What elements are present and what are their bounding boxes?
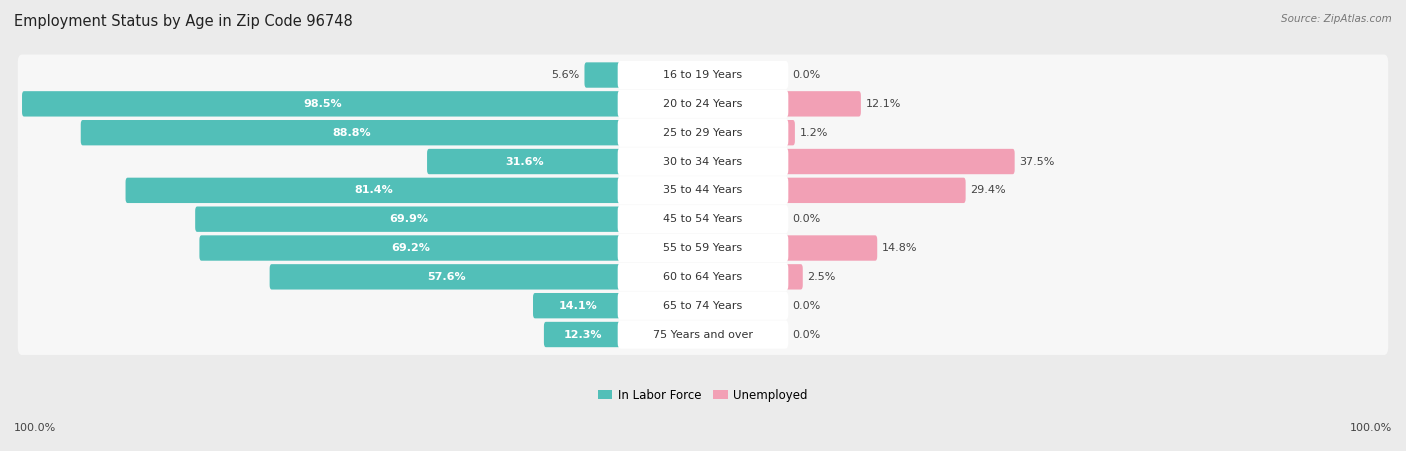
Text: 37.5%: 37.5%	[1019, 156, 1054, 166]
FancyBboxPatch shape	[617, 61, 789, 89]
FancyBboxPatch shape	[783, 91, 860, 116]
FancyBboxPatch shape	[125, 178, 623, 203]
FancyBboxPatch shape	[18, 314, 1388, 355]
Text: 5.6%: 5.6%	[551, 70, 579, 80]
Text: 16 to 19 Years: 16 to 19 Years	[664, 70, 742, 80]
FancyBboxPatch shape	[617, 147, 789, 175]
Text: 0.0%: 0.0%	[793, 214, 821, 224]
FancyBboxPatch shape	[783, 178, 966, 203]
FancyBboxPatch shape	[18, 228, 1388, 268]
FancyBboxPatch shape	[18, 199, 1388, 239]
Text: 35 to 44 Years: 35 to 44 Years	[664, 185, 742, 195]
FancyBboxPatch shape	[18, 141, 1388, 182]
Text: 20 to 24 Years: 20 to 24 Years	[664, 99, 742, 109]
Text: 55 to 59 Years: 55 to 59 Years	[664, 243, 742, 253]
Text: 100.0%: 100.0%	[14, 423, 56, 433]
Text: 12.3%: 12.3%	[564, 330, 602, 340]
FancyBboxPatch shape	[783, 235, 877, 261]
FancyBboxPatch shape	[617, 263, 789, 291]
Text: 81.4%: 81.4%	[354, 185, 394, 195]
FancyBboxPatch shape	[427, 149, 623, 174]
Text: 60 to 64 Years: 60 to 64 Years	[664, 272, 742, 282]
FancyBboxPatch shape	[617, 119, 789, 147]
FancyBboxPatch shape	[783, 149, 1015, 174]
Text: 0.0%: 0.0%	[793, 70, 821, 80]
FancyBboxPatch shape	[617, 176, 789, 204]
Text: 2.5%: 2.5%	[807, 272, 837, 282]
Text: 45 to 54 Years: 45 to 54 Years	[664, 214, 742, 224]
FancyBboxPatch shape	[22, 91, 623, 116]
FancyBboxPatch shape	[18, 112, 1388, 153]
FancyBboxPatch shape	[585, 62, 623, 87]
Text: 1.2%: 1.2%	[800, 128, 828, 138]
Text: 12.1%: 12.1%	[866, 99, 901, 109]
Text: 25 to 29 Years: 25 to 29 Years	[664, 128, 742, 138]
Text: 100.0%: 100.0%	[1350, 423, 1392, 433]
FancyBboxPatch shape	[533, 293, 623, 318]
Text: Employment Status by Age in Zip Code 96748: Employment Status by Age in Zip Code 967…	[14, 14, 353, 28]
Text: 88.8%: 88.8%	[332, 128, 371, 138]
Text: 65 to 74 Years: 65 to 74 Years	[664, 301, 742, 311]
Text: 14.8%: 14.8%	[882, 243, 918, 253]
FancyBboxPatch shape	[270, 264, 623, 290]
Text: 30 to 34 Years: 30 to 34 Years	[664, 156, 742, 166]
Text: 69.2%: 69.2%	[391, 243, 430, 253]
FancyBboxPatch shape	[18, 83, 1388, 124]
Text: 75 Years and over: 75 Years and over	[652, 330, 754, 340]
FancyBboxPatch shape	[18, 170, 1388, 211]
FancyBboxPatch shape	[617, 234, 789, 262]
FancyBboxPatch shape	[18, 285, 1388, 326]
FancyBboxPatch shape	[617, 90, 789, 118]
Text: 98.5%: 98.5%	[302, 99, 342, 109]
FancyBboxPatch shape	[617, 320, 789, 349]
FancyBboxPatch shape	[783, 264, 803, 290]
FancyBboxPatch shape	[783, 120, 794, 145]
FancyBboxPatch shape	[200, 235, 623, 261]
FancyBboxPatch shape	[544, 322, 623, 347]
Text: 69.9%: 69.9%	[389, 214, 429, 224]
FancyBboxPatch shape	[617, 205, 789, 233]
Text: 14.1%: 14.1%	[558, 301, 598, 311]
Text: Source: ZipAtlas.com: Source: ZipAtlas.com	[1281, 14, 1392, 23]
Text: 31.6%: 31.6%	[506, 156, 544, 166]
Legend: In Labor Force, Unemployed: In Labor Force, Unemployed	[593, 384, 813, 406]
Text: 29.4%: 29.4%	[970, 185, 1007, 195]
FancyBboxPatch shape	[195, 207, 623, 232]
FancyBboxPatch shape	[18, 256, 1388, 297]
Text: 0.0%: 0.0%	[793, 330, 821, 340]
Text: 0.0%: 0.0%	[793, 301, 821, 311]
FancyBboxPatch shape	[80, 120, 623, 145]
FancyBboxPatch shape	[18, 55, 1388, 96]
Text: 57.6%: 57.6%	[427, 272, 465, 282]
FancyBboxPatch shape	[617, 291, 789, 320]
